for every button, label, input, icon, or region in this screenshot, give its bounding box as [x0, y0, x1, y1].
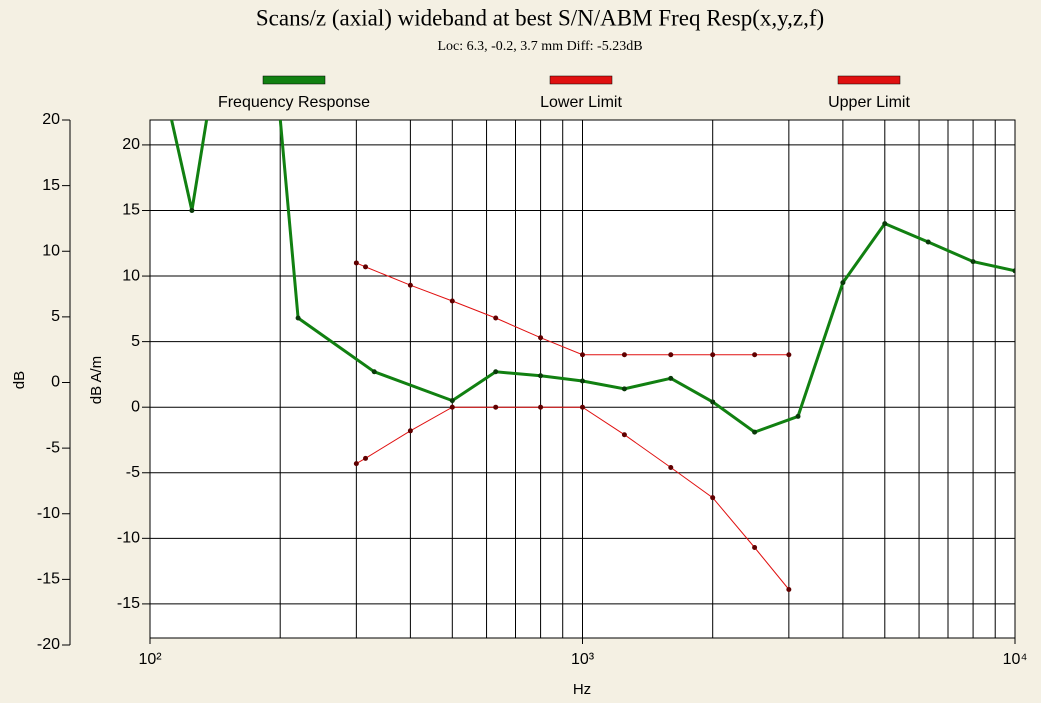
grid: 10² 10³ 10⁴ 20 15 10 5 0 -5 -10 -15 20 15 10 5 0 -5 -10 -1…: [37, 111, 1028, 668]
point-marker: [449, 298, 455, 304]
point-marker: [538, 335, 544, 341]
point-marker: [621, 352, 627, 358]
y2-tick-label: 10: [42, 242, 60, 259]
point-marker: [710, 399, 716, 405]
point-marker: [449, 398, 455, 404]
legend-swatch: [262, 75, 326, 85]
series-line: [170, 120, 1015, 434]
point-marker: [840, 280, 846, 286]
point-marker: [363, 264, 369, 270]
series-layer: [170, 120, 1015, 592]
point-marker: [538, 373, 544, 379]
y-tick-label: 0: [131, 398, 140, 415]
legend-label: Lower Limit: [540, 94, 622, 111]
point-marker: [407, 428, 413, 434]
point-marker: [668, 352, 674, 358]
y2-tick-label: -20: [37, 636, 60, 653]
y2-tick-label: 5: [51, 308, 60, 325]
legend-swatch: [549, 75, 613, 85]
chart-subtitle: Loc: 6.3, -0.2, 3.7 mm Diff: -5.23dB: [437, 39, 642, 54]
legend-label: Upper Limit: [828, 94, 910, 111]
point-marker: [353, 260, 359, 266]
point-marker: [580, 404, 585, 410]
point-marker: [710, 352, 716, 358]
y-tick-label: 10: [122, 267, 140, 284]
y-tick-label: -10: [117, 530, 140, 547]
point-marker: [752, 352, 758, 358]
point-marker: [970, 259, 976, 265]
y-tick-label: 5: [131, 333, 140, 350]
y2-tick-label: 15: [42, 177, 60, 194]
plot-border: [149, 119, 1016, 639]
point-marker: [407, 282, 413, 288]
point-marker: [752, 429, 758, 435]
y-axis-label: dB A/m: [88, 356, 105, 404]
y2-tick-label: -5: [46, 439, 60, 456]
y-tick-label: -5: [126, 464, 140, 481]
point-marker: [353, 461, 359, 467]
point-marker: [363, 455, 369, 461]
y2-tick-label: -10: [37, 505, 60, 522]
point-marker: [493, 404, 499, 410]
legend-label: Frequency Response: [218, 94, 370, 111]
point-marker: [493, 315, 499, 321]
y-tick-label: 20: [122, 136, 140, 153]
x-tick-label: 10²: [138, 651, 162, 668]
y2-tick-label: -15: [37, 571, 60, 588]
point-marker: [1012, 268, 1015, 274]
point-marker: [795, 413, 801, 419]
point-marker: [668, 375, 674, 381]
series-line: [356, 406, 790, 590]
point-marker: [189, 207, 195, 213]
legend-swatch: [837, 75, 901, 85]
point-marker: [710, 495, 716, 501]
y2-tick-label: 20: [42, 111, 60, 128]
point-marker: [752, 545, 758, 551]
point-marker: [925, 239, 931, 245]
point-marker: [580, 352, 585, 358]
y2-tick-label: 0: [51, 374, 60, 391]
y-tick-label: 15: [122, 202, 140, 219]
point-marker: [786, 586, 792, 592]
y-tick-label: -15: [117, 595, 140, 612]
point-marker: [786, 352, 792, 358]
point-marker: [449, 404, 455, 410]
chart-title: Scans/z (axial) wideband at best S/N/ABM…: [256, 5, 824, 30]
point-marker: [580, 378, 585, 384]
point-marker: [538, 404, 544, 410]
point-marker: [371, 369, 377, 375]
x-tick-label: 10³: [571, 651, 595, 668]
y2-axis-label: dB: [11, 371, 28, 389]
point-marker: [621, 432, 627, 438]
point-marker: [882, 221, 888, 227]
series-line: [356, 262, 789, 356]
x-axis-label: Hz: [573, 681, 591, 698]
point-marker: [295, 315, 301, 321]
point-marker: [621, 386, 627, 392]
x-tick-label: 10⁴: [1003, 651, 1028, 668]
point-marker: [493, 369, 499, 375]
point-marker: [668, 465, 674, 471]
